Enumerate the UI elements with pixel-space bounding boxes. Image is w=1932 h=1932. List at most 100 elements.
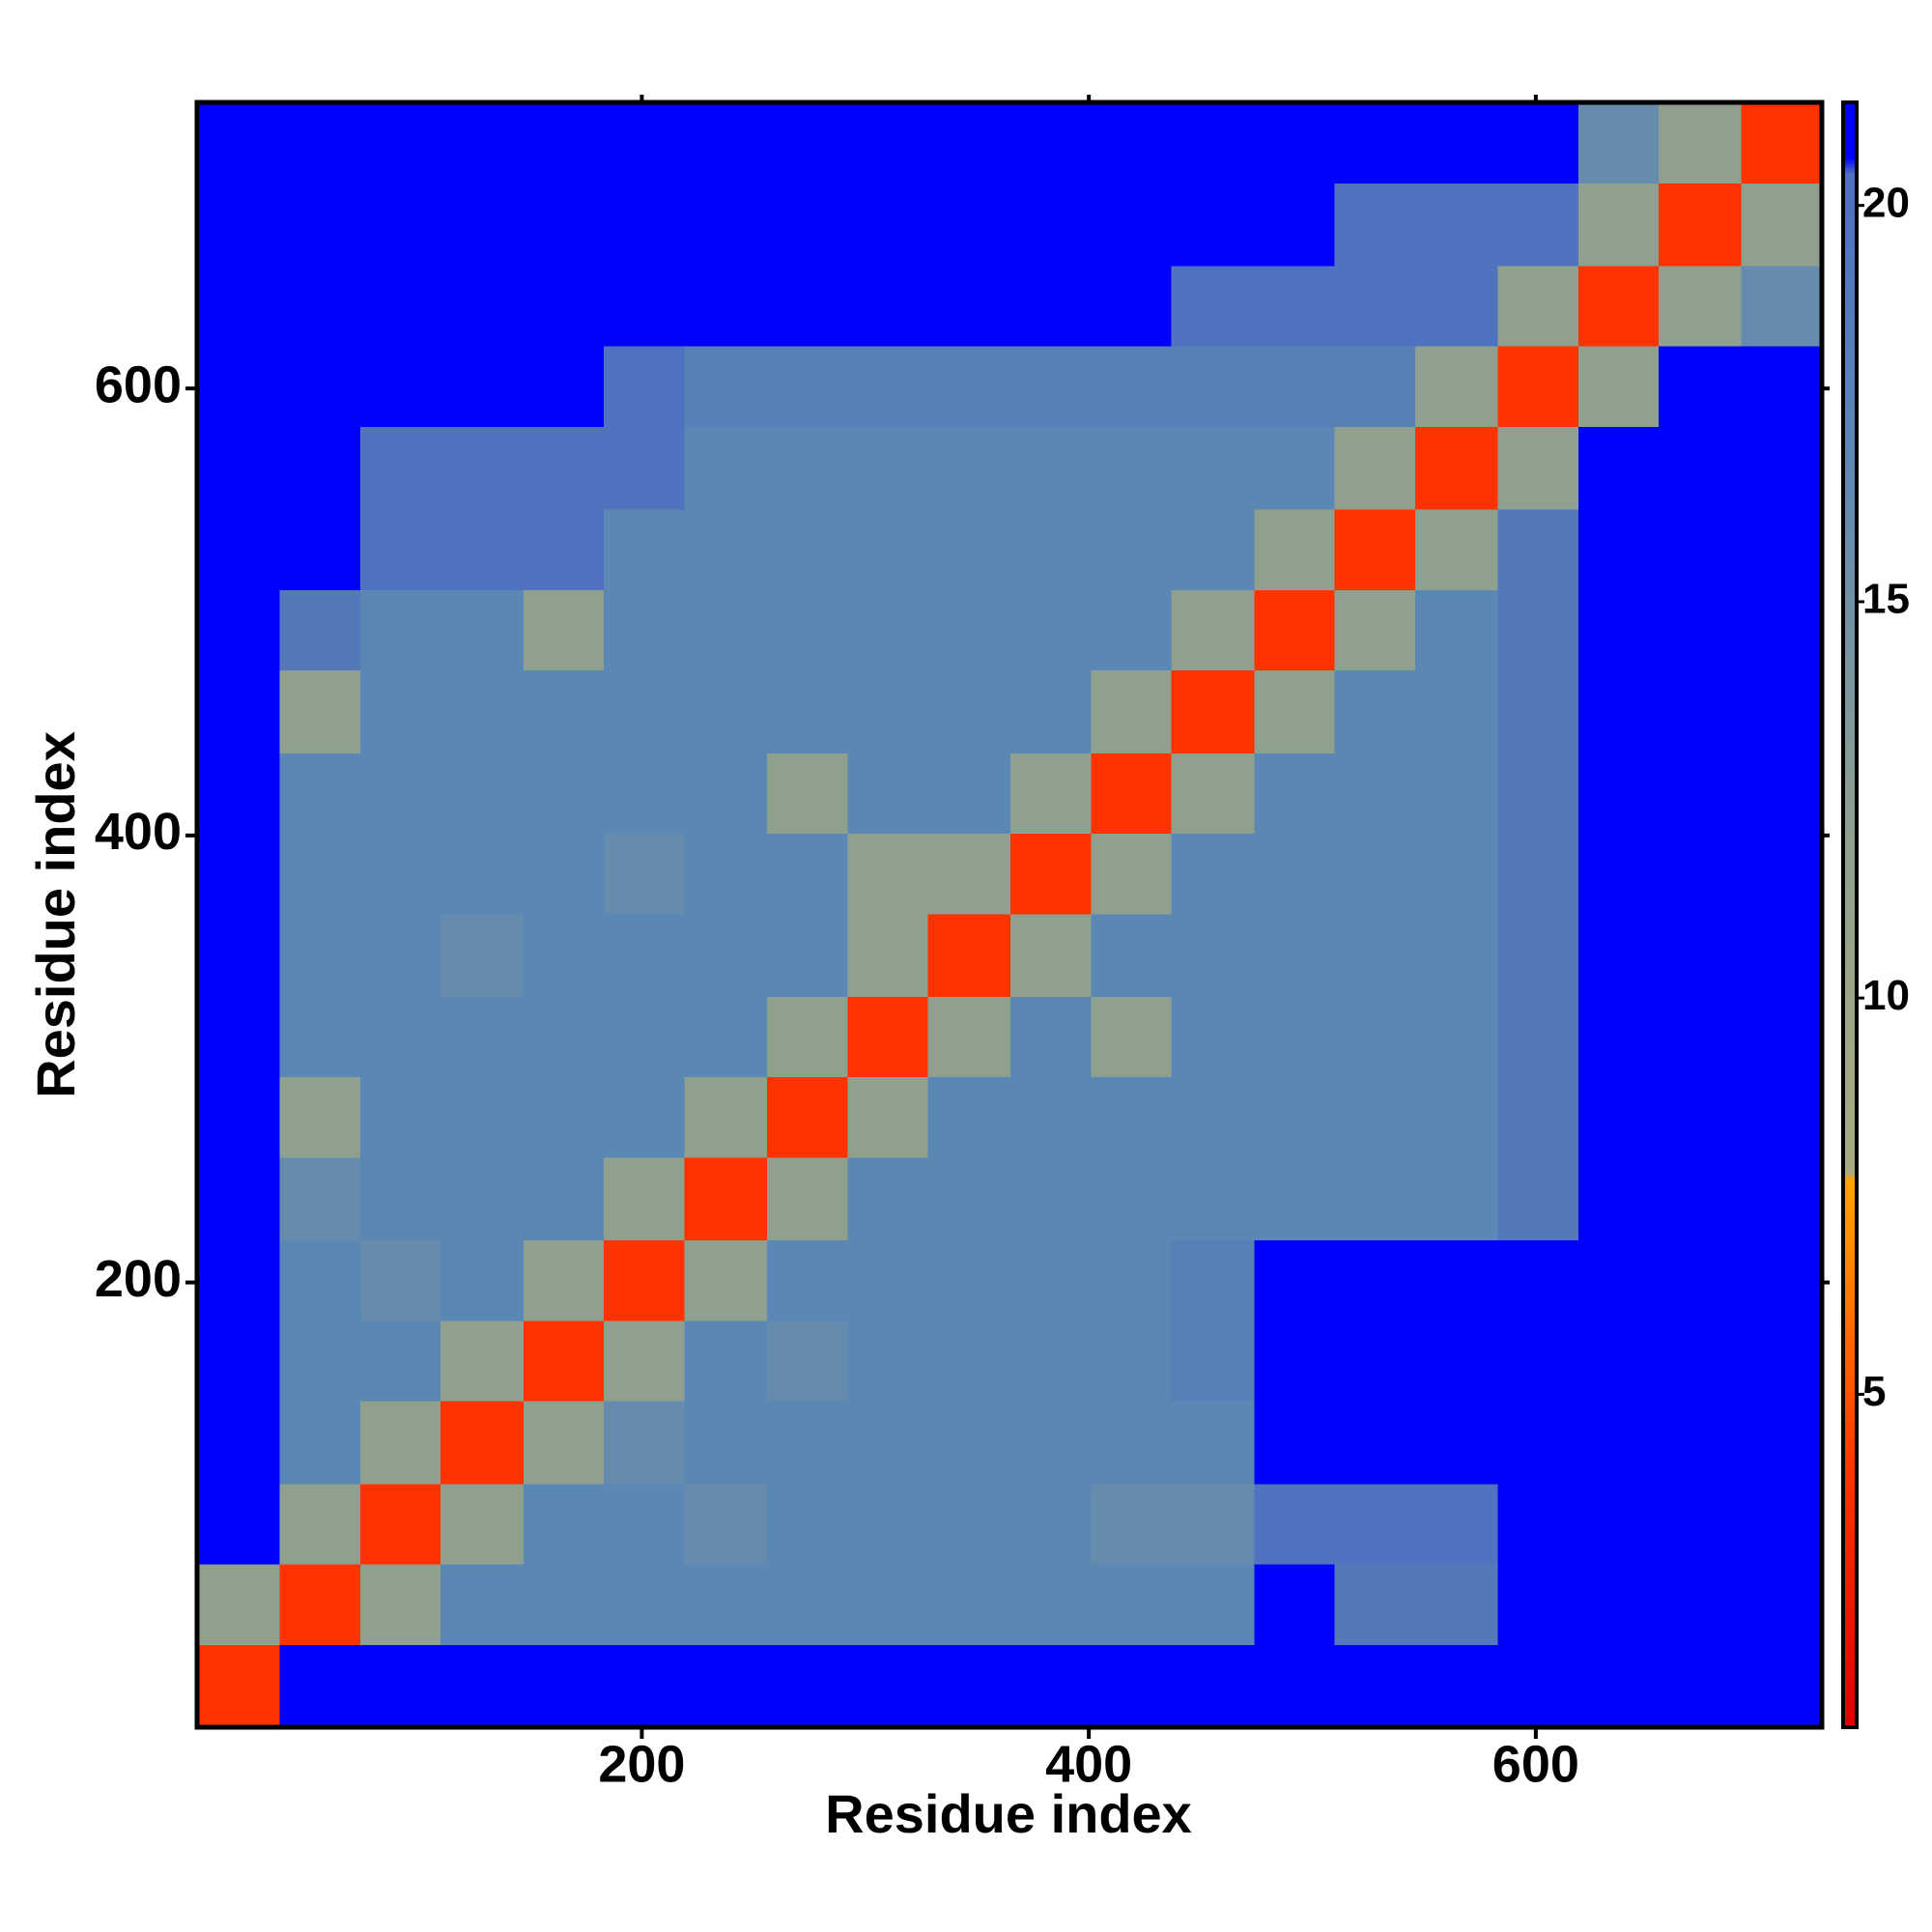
heatmap-cell xyxy=(847,1239,929,1321)
heatmap-cell xyxy=(1414,913,1499,997)
heatmap-cell xyxy=(927,996,1011,1078)
heatmap-cell xyxy=(847,1320,929,1402)
heatmap-cell xyxy=(1659,426,1743,510)
heatmap-cell xyxy=(1741,1401,1823,1485)
heatmap-cell xyxy=(1577,1564,1660,1645)
heatmap-cell xyxy=(927,833,1011,915)
heatmap-cell xyxy=(523,753,605,835)
x-axis-title: Residue index xyxy=(825,1783,1192,1844)
heatmap-cell xyxy=(359,833,441,915)
heatmap-cell xyxy=(604,346,685,427)
heatmap-cell xyxy=(1414,1564,1499,1645)
heatmap-cell xyxy=(359,996,441,1078)
heatmap-cell xyxy=(1577,1401,1660,1485)
heatmap-cell xyxy=(359,913,441,997)
heatmap-cell xyxy=(440,1644,525,1728)
heatmap-cell xyxy=(847,833,929,915)
heatmap-cell xyxy=(1254,1564,1336,1645)
heatmap-cell xyxy=(523,669,605,753)
heatmap-cell xyxy=(1497,1564,1579,1645)
heatmap-cell xyxy=(1010,996,1092,1078)
colorbar-tick-label: 10 xyxy=(1862,972,1910,1019)
heatmap-cell xyxy=(1577,426,1660,510)
heatmap-cell xyxy=(197,589,281,671)
heatmap-cell xyxy=(440,102,525,184)
heatmap-cell xyxy=(440,669,525,753)
heatmap-cell xyxy=(766,509,848,590)
heatmap-cell xyxy=(766,996,848,1078)
heatmap-cell xyxy=(766,669,848,753)
heatmap-cell xyxy=(604,426,685,510)
heatmap-cell xyxy=(1171,1564,1255,1645)
heatmap-cell xyxy=(927,509,1011,590)
heatmap-cell xyxy=(1254,183,1336,267)
heatmap-cell xyxy=(1334,1401,1416,1485)
heatmap-cell xyxy=(1414,183,1499,267)
heatmap-cell xyxy=(1497,1644,1579,1728)
heatmap-cell xyxy=(604,669,685,753)
heatmap-cell xyxy=(847,669,929,753)
heatmap-cell xyxy=(684,589,768,671)
heatmap-cell xyxy=(766,1564,848,1645)
heatmap-cell xyxy=(359,265,441,347)
heatmap-cell xyxy=(359,1401,441,1485)
heatmap-cell xyxy=(359,1320,441,1402)
heatmap-cell xyxy=(197,265,281,347)
heatmap-cell xyxy=(1254,753,1336,835)
heatmap-cell xyxy=(1577,913,1660,997)
heatmap-cell xyxy=(847,102,929,184)
heatmap-cell xyxy=(1741,426,1823,510)
heatmap-cell xyxy=(1659,346,1743,427)
heatmap-cell xyxy=(1414,833,1499,915)
heatmap-cell xyxy=(684,1320,768,1402)
heatmap-cell xyxy=(523,589,605,671)
heatmap-cell xyxy=(1091,1564,1173,1645)
heatmap-cell xyxy=(684,1076,768,1158)
heatmap-cell xyxy=(1497,913,1579,997)
heatmap-cell xyxy=(1010,426,1092,510)
heatmap-cell xyxy=(1497,183,1579,267)
heatmap-cell xyxy=(1091,1076,1173,1158)
heatmap-cell xyxy=(1577,1076,1660,1158)
heatmap-cell xyxy=(684,102,768,184)
heatmap-cell xyxy=(766,265,848,347)
heatmap-cell xyxy=(766,1644,848,1728)
heatmap-cell xyxy=(1741,102,1823,184)
heatmap-cell xyxy=(847,589,929,671)
heatmap-cell xyxy=(684,1157,768,1241)
heatmap-cell xyxy=(1577,509,1660,590)
heatmap-cell xyxy=(1091,589,1173,671)
heatmap-cell xyxy=(1334,1239,1416,1321)
heatmap-cell xyxy=(523,1239,605,1321)
heatmap-cell xyxy=(359,1483,441,1565)
heatmap-cell xyxy=(197,1320,281,1402)
heatmap-cell xyxy=(1497,996,1579,1078)
heatmap-cell xyxy=(1171,669,1255,753)
heatmap-cell xyxy=(523,183,605,267)
heatmap-cell xyxy=(197,426,281,510)
heatmap-cell xyxy=(197,102,281,184)
heatmap-cell xyxy=(927,1564,1011,1645)
heatmap-cell xyxy=(440,1239,525,1321)
heatmap-cell xyxy=(847,265,929,347)
heatmap-cell xyxy=(1741,1644,1823,1728)
heatmap-cell xyxy=(197,1157,281,1241)
heatmap-cell xyxy=(1334,426,1416,510)
heatmap-cell xyxy=(766,1483,848,1565)
heatmap-cell xyxy=(1091,509,1173,590)
heatmap-cell xyxy=(440,913,525,997)
heatmap-cell xyxy=(359,183,441,267)
heatmap-cell xyxy=(523,913,605,997)
heatmap-cell xyxy=(604,1483,685,1565)
heatmap-cell xyxy=(684,346,768,427)
heatmap-cell xyxy=(766,753,848,835)
x-tick-label: 200 xyxy=(598,1735,685,1793)
heatmap-cell xyxy=(1659,102,1743,184)
plot-frame xyxy=(194,99,1825,1730)
heatmap-cell xyxy=(1497,346,1579,427)
heatmap-cell xyxy=(766,183,848,267)
heatmap-cell xyxy=(197,346,281,427)
heatmap-cell xyxy=(1497,426,1579,510)
heatmap-cell xyxy=(279,1239,361,1321)
heatmap-cell xyxy=(359,1644,441,1728)
